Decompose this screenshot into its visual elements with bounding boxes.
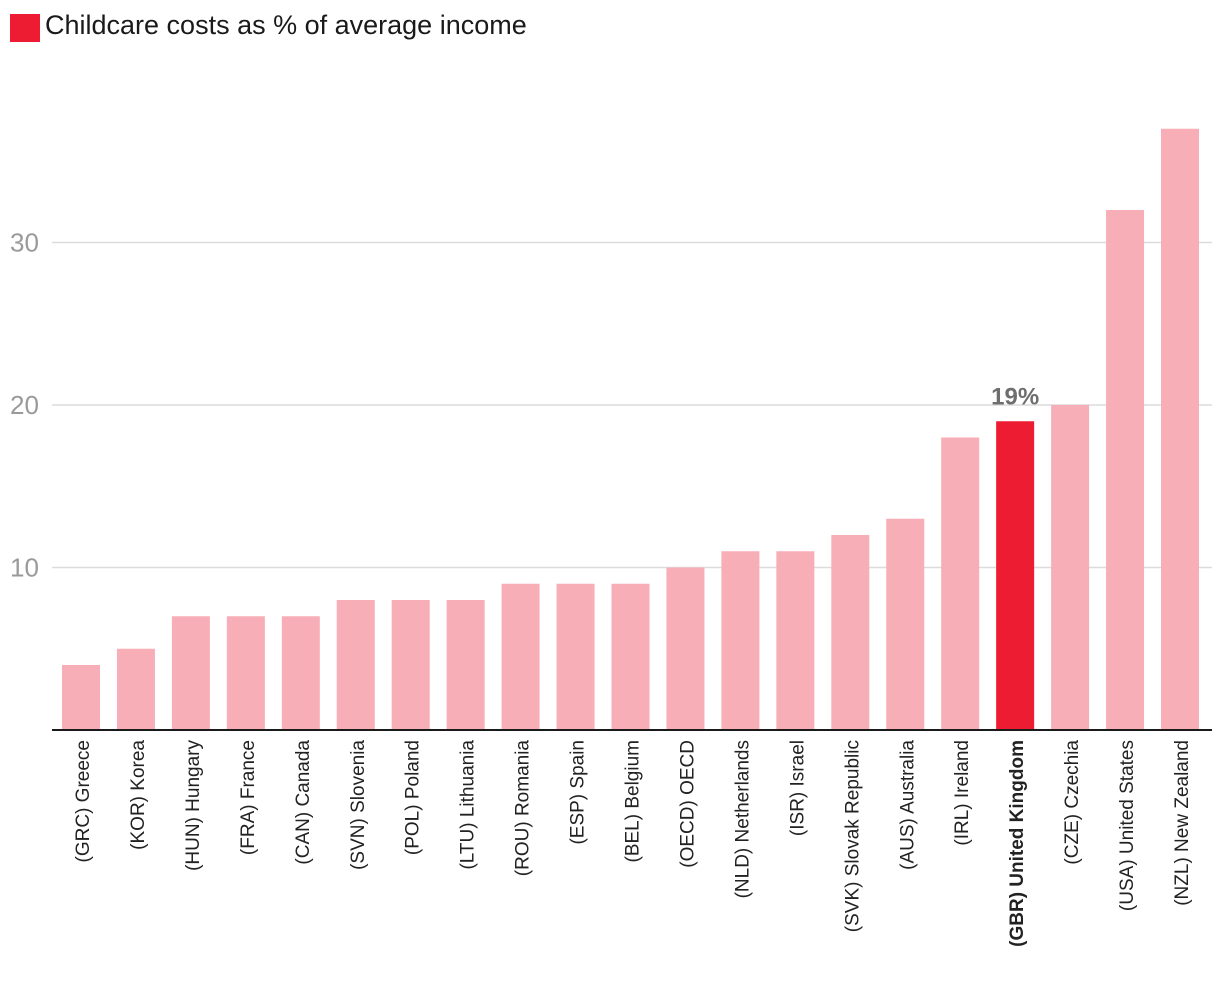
bar-0 [62, 665, 100, 730]
category-label-15: (AUS) Australia [897, 740, 918, 870]
y-tick-label-20: 20 [10, 390, 39, 420]
bar-4 [281, 616, 320, 730]
category-label-11: (OECD) OECD [677, 740, 698, 868]
category-label-9: (ESP) Spain [568, 740, 589, 845]
category-label-12: (NLD) Netherlands [732, 740, 753, 898]
category-label-17: (GBR) United Kingdom [1007, 740, 1028, 947]
bar-7 [446, 600, 485, 730]
bar-2 [171, 616, 210, 730]
bar-5 [336, 600, 375, 730]
category-label-4: (CAN) Canada [293, 740, 314, 865]
bar-9 [556, 583, 595, 730]
bar-14 [831, 535, 870, 730]
bar-3 [226, 616, 265, 730]
bar-12 [721, 551, 760, 730]
bar-8 [501, 583, 540, 730]
bar-20 [1161, 128, 1199, 730]
category-label-10: (BEL) Belgium [623, 740, 644, 863]
bar-13 [776, 551, 815, 730]
category-label-8: (ROU) Romania [513, 740, 534, 877]
category-label-14: (SVK) Slovak Republic [842, 740, 863, 932]
bar-16 [941, 437, 980, 730]
y-tick-label-10: 10 [10, 553, 39, 583]
category-label-13: (ISR) Israel [787, 740, 808, 836]
highlight-value-label: 19% [991, 383, 1039, 410]
category-label-5: (SVN) Slovenia [348, 740, 369, 870]
category-label-3: (FRA) France [238, 740, 259, 855]
category-label-6: (POL) Poland [403, 740, 424, 855]
category-label-20: (NZL) New Zealand [1172, 740, 1193, 906]
bar-17 [996, 421, 1035, 730]
bar-18 [1051, 405, 1090, 730]
legend-swatch [10, 14, 40, 42]
category-label-19: (USA) United States [1117, 740, 1138, 911]
bar-1 [116, 648, 155, 730]
bar-11 [666, 567, 705, 730]
y-tick-label-30: 30 [10, 228, 39, 258]
category-label-2: (HUN) Hungary [183, 740, 204, 871]
category-label-0: (GRC) Greece [73, 740, 94, 862]
bar-19 [1106, 210, 1145, 730]
category-label-1: (KOR) Korea [128, 740, 149, 850]
category-label-16: (IRL) Ireland [952, 740, 973, 846]
category-label-7: (LTU) Lithuania [458, 740, 479, 870]
chart-title: Childcare costs as % of average income [45, 10, 527, 40]
bar-10 [611, 583, 650, 730]
bar-6 [391, 600, 430, 730]
category-label-18: (CZE) Czechia [1062, 740, 1083, 865]
bar-15 [886, 518, 925, 730]
